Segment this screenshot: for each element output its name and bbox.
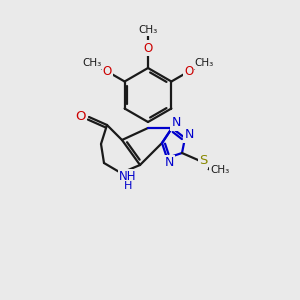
Text: NH: NH — [119, 170, 137, 184]
Text: CH₃: CH₃ — [138, 25, 158, 35]
Text: O: O — [184, 65, 193, 78]
Text: S: S — [199, 154, 207, 167]
Text: O: O — [76, 110, 86, 124]
Text: O: O — [103, 65, 112, 78]
Text: H: H — [124, 181, 132, 191]
Text: CH₃: CH₃ — [195, 58, 214, 68]
Text: CH₃: CH₃ — [210, 165, 230, 175]
Text: N: N — [171, 116, 181, 130]
Text: O: O — [143, 41, 153, 55]
Text: N: N — [164, 157, 174, 169]
Text: CH₃: CH₃ — [82, 58, 101, 68]
Text: N: N — [184, 128, 194, 142]
